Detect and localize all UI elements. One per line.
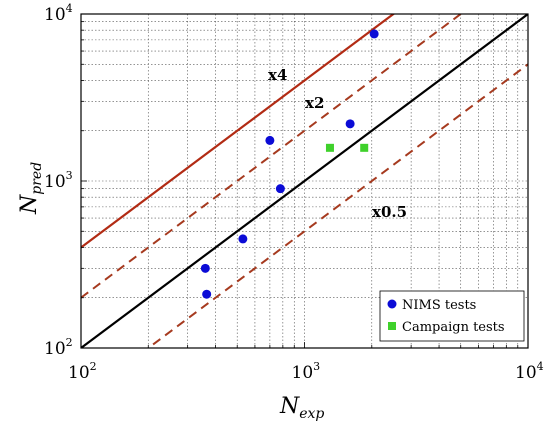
nims-test-point: [275, 184, 285, 194]
x-axis-title: Nexp: [279, 394, 324, 422]
legend-marker-nims: [387, 299, 397, 309]
legend-marker-campaign: [388, 322, 396, 330]
reference-lines: [81, 14, 528, 348]
reference-line-0_5: [146, 63, 528, 348]
y-tick-label: 102: [44, 336, 73, 359]
grid: [81, 14, 528, 348]
x-tick-label: 102: [68, 360, 97, 383]
nims-test-point: [345, 119, 355, 129]
x-tick-label: 104: [515, 360, 544, 383]
nims-test-point: [200, 263, 210, 273]
axis-ticks: 102 103 104 102 103 104: [44, 2, 544, 383]
y-tick-label: 103: [44, 169, 73, 192]
y-tick-label: 104: [44, 2, 73, 25]
x-tick-label: 103: [292, 360, 321, 383]
annotation-x4: x4: [268, 66, 287, 84]
legend-label-nims: NIMS tests: [402, 298, 476, 313]
nims-test-point: [265, 135, 275, 145]
nims-test-point: [369, 29, 379, 39]
reference-line-1: [81, 14, 528, 348]
annotation-x2: x2: [305, 94, 324, 112]
reference-line-2: [81, 14, 463, 299]
legend-box: [379, 290, 525, 342]
data-points: [200, 29, 379, 299]
nims-test-point: [238, 234, 248, 244]
campaign-test-point: [360, 143, 369, 152]
legend-label-campaign: Campaign tests: [402, 320, 505, 335]
nims-test-point: [202, 289, 212, 299]
campaign-test-point: [325, 143, 334, 152]
y-axis-title: Npred: [17, 162, 45, 215]
reference-line-4: [81, 14, 396, 249]
legend: NIMS tests Campaign tests: [379, 290, 525, 342]
annotation-x0.5: x0.5: [372, 203, 407, 221]
